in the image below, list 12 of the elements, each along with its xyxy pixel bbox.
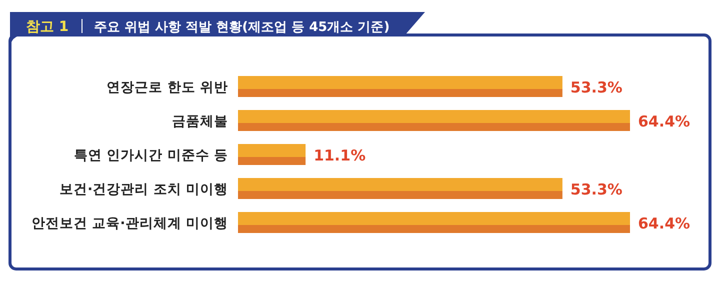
data-label: 53.3% [570,180,622,198]
y-tick-label: 안전보건 교육·관리체계 미이행 [31,216,228,232]
data-label: 64.4% [638,112,690,130]
y-tick-label: 보건·건강관리 조치 미이행 [59,182,228,198]
data-label: 64.4% [638,214,690,232]
data-label: 53.3% [570,78,622,96]
y-tick-label: 연장근로 한도 위반 [106,80,228,96]
y-tick-label: 금품체불 [172,114,228,130]
data-label: 11.1% [314,146,366,164]
text: 참고 1 [26,19,69,35]
chart-subtitle: 주요 위법 사항 적발 현황(제조업 등 45개소 기준) [94,20,390,35]
y-tick-label: 특연 인가시간 미준수 등 [74,148,228,164]
